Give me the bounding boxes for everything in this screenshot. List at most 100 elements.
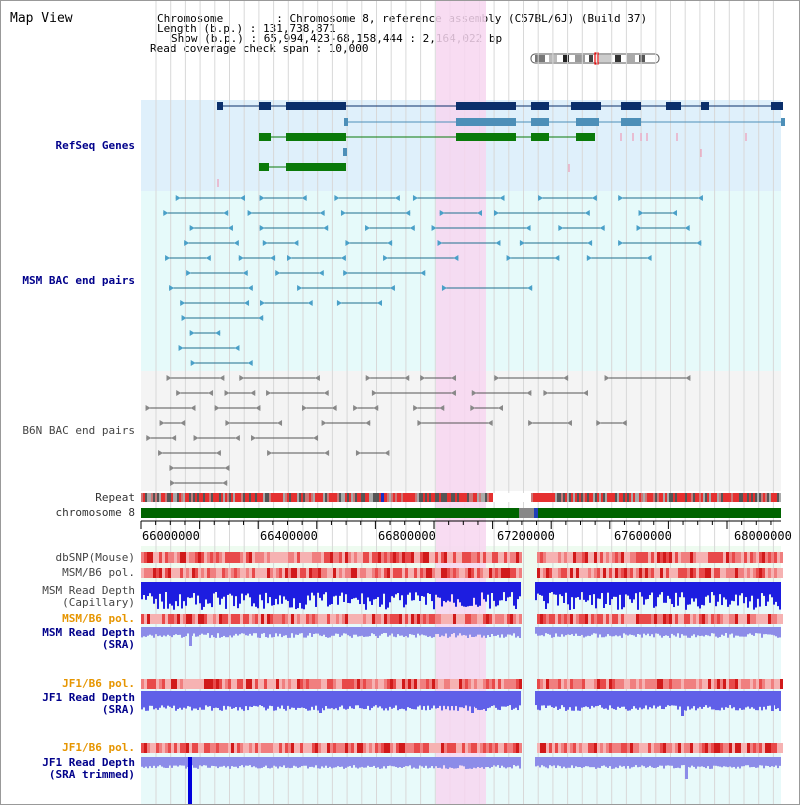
- jf1-pol-heat-cell: [411, 743, 414, 753]
- jf1-sra-depth-bar: [549, 691, 551, 706]
- jf1-sra-depth-bar: [241, 691, 243, 710]
- jf1-pol-heat-cell: [543, 743, 546, 753]
- bac-end-marker: [554, 255, 560, 261]
- dbsnp-heat-cell: [402, 552, 405, 563]
- msm-pol-heat-cell: [753, 568, 756, 578]
- jf1-pol-heat-cell: [306, 743, 309, 753]
- jf1-sra-depth-bar: [723, 691, 725, 710]
- jf1-sra-depth-bar: [487, 691, 489, 709]
- jf1-trimmed-depth-bar: [599, 757, 601, 769]
- msm-pol-heat-cell: [222, 614, 225, 624]
- repeat-feature: [423, 493, 425, 502]
- repeat-feature: [685, 493, 687, 502]
- jf1-pol-heat-cell: [642, 679, 645, 689]
- msm-pol-heat-cell: [636, 614, 639, 624]
- jf1-trimmed-depth-bar: [729, 757, 731, 767]
- jf1-pol-heat-cell: [702, 743, 705, 753]
- jf1-pol-heat-cell: [519, 679, 522, 689]
- msm-sra-depth-bar: [553, 627, 555, 638]
- bac-end-marker: [371, 390, 377, 396]
- msm-sra-depth-bar: [315, 627, 317, 634]
- jf1-trimmed-depth-bar: [383, 757, 385, 767]
- jf1-sra-depth-bar: [689, 691, 691, 710]
- jf1-trimmed-depth-bar: [545, 757, 547, 768]
- jf1-pol-heat-cell: [171, 679, 174, 689]
- repeat-feature: [773, 493, 775, 502]
- msm-sra-depth-bar: [613, 627, 615, 637]
- repeat-feature: [297, 493, 299, 502]
- msm-pol-heat-cell: [696, 614, 699, 624]
- bac-end-marker: [498, 405, 504, 411]
- jf1-trimmed-depth-bar: [491, 757, 493, 767]
- gene-exon: [571, 102, 601, 110]
- jf1-sra-depth-bar: [291, 691, 293, 708]
- jf1-sra-depth-bar: [747, 691, 749, 707]
- jf1-sra-depth-bar: [443, 691, 445, 706]
- jf1-trimmed-depth-bar: [195, 757, 197, 768]
- repeat-feature: [701, 493, 703, 502]
- jf1-trimmed-depth-bar: [151, 757, 153, 768]
- bac-end-marker: [239, 375, 245, 381]
- msm-pol-heat-cell: [708, 614, 711, 624]
- msm-sra-depth-bar: [225, 627, 227, 638]
- jf1-trimmed-depth-bar: [449, 757, 451, 768]
- msm-b6-pol-track-label-2: MSM/B6 pol.: [62, 612, 135, 625]
- bac-end-marker: [439, 405, 445, 411]
- bac-end-marker: [584, 210, 590, 216]
- msm-sra-depth-bar: [577, 627, 579, 636]
- chromosome-gap: [519, 508, 534, 518]
- msm-pol-heat-cell: [384, 568, 387, 578]
- jf1-pol-heat-cell: [177, 679, 180, 689]
- jf1-pol-heat-cell: [618, 743, 621, 753]
- repeat-feature: [295, 493, 297, 502]
- jf1-trimmed-depth-bar: [457, 757, 459, 769]
- msm-bac-track-label: MSM BAC end pairs: [22, 274, 135, 287]
- jf1-trimmed-depth-bar: [435, 757, 437, 767]
- jf1-pol-heat-cell: [387, 743, 390, 753]
- jf1-pol-heat-cell: [558, 679, 561, 689]
- msm-capillary-depth-bar: [485, 582, 487, 602]
- bac-end-marker: [525, 225, 531, 231]
- msm-pol-heat-cell: [462, 568, 465, 578]
- jf1-pol-heat-cell: [492, 679, 495, 689]
- jf1-trimmed-depth-bar: [453, 757, 455, 769]
- dbsnp-heat-cell: [465, 552, 468, 563]
- msm-pol-heat-cell: [441, 568, 444, 578]
- jf1-trimmed-depth-bar: [739, 757, 741, 769]
- jf1-trimmed-depth-bar: [327, 757, 329, 768]
- msm-pol-heat-cell: [264, 614, 267, 624]
- repeat-feature: [595, 493, 597, 502]
- msm-capillary-depth-bar: [261, 582, 263, 601]
- msm-pol-heat-cell: [294, 568, 297, 578]
- repeat-feature: [541, 493, 543, 502]
- repeat-feature: [421, 493, 423, 502]
- msm-pol-heat-cell: [726, 614, 729, 624]
- bac-end-marker: [239, 195, 245, 201]
- jf1-sra-depth-bar: [141, 691, 143, 710]
- msm-pol-heat-cell: [324, 568, 327, 578]
- jf1-pol-heat-cell: [765, 679, 768, 689]
- jf1-pol-heat-cell: [612, 743, 615, 753]
- jf1-pol-heat-cell: [291, 743, 294, 753]
- jf1-sra-depth-bar: [469, 691, 471, 707]
- msm-capillary-depth-bar: [183, 582, 185, 602]
- gene-exon: [531, 133, 549, 141]
- msm-pol-heat-cell: [633, 568, 636, 578]
- bac-end-marker: [293, 240, 299, 246]
- jf1-pol-heat-cell: [351, 743, 354, 753]
- msm-pol-heat-cell: [156, 568, 159, 578]
- jf1-trimmed-depth-bar: [495, 757, 497, 767]
- jf1-pol-heat-cell: [759, 743, 762, 753]
- msm-pol-heat-cell: [294, 614, 297, 624]
- jf1-sra-depth-bar: [359, 691, 361, 709]
- msm-sra-depth-bar: [673, 627, 675, 636]
- repeat-feature: [415, 493, 417, 502]
- jf1-trimmed-depth-bar: [583, 757, 585, 768]
- jf1-pol-heat-cell: [729, 743, 732, 753]
- dbsnp-heat-cell: [729, 552, 732, 563]
- repeat-feature: [165, 493, 167, 502]
- msm-sra-depth-bar: [469, 627, 471, 635]
- jf1-sra-depth-bar: [269, 691, 271, 706]
- msm-sra-depth-bar: [327, 627, 329, 638]
